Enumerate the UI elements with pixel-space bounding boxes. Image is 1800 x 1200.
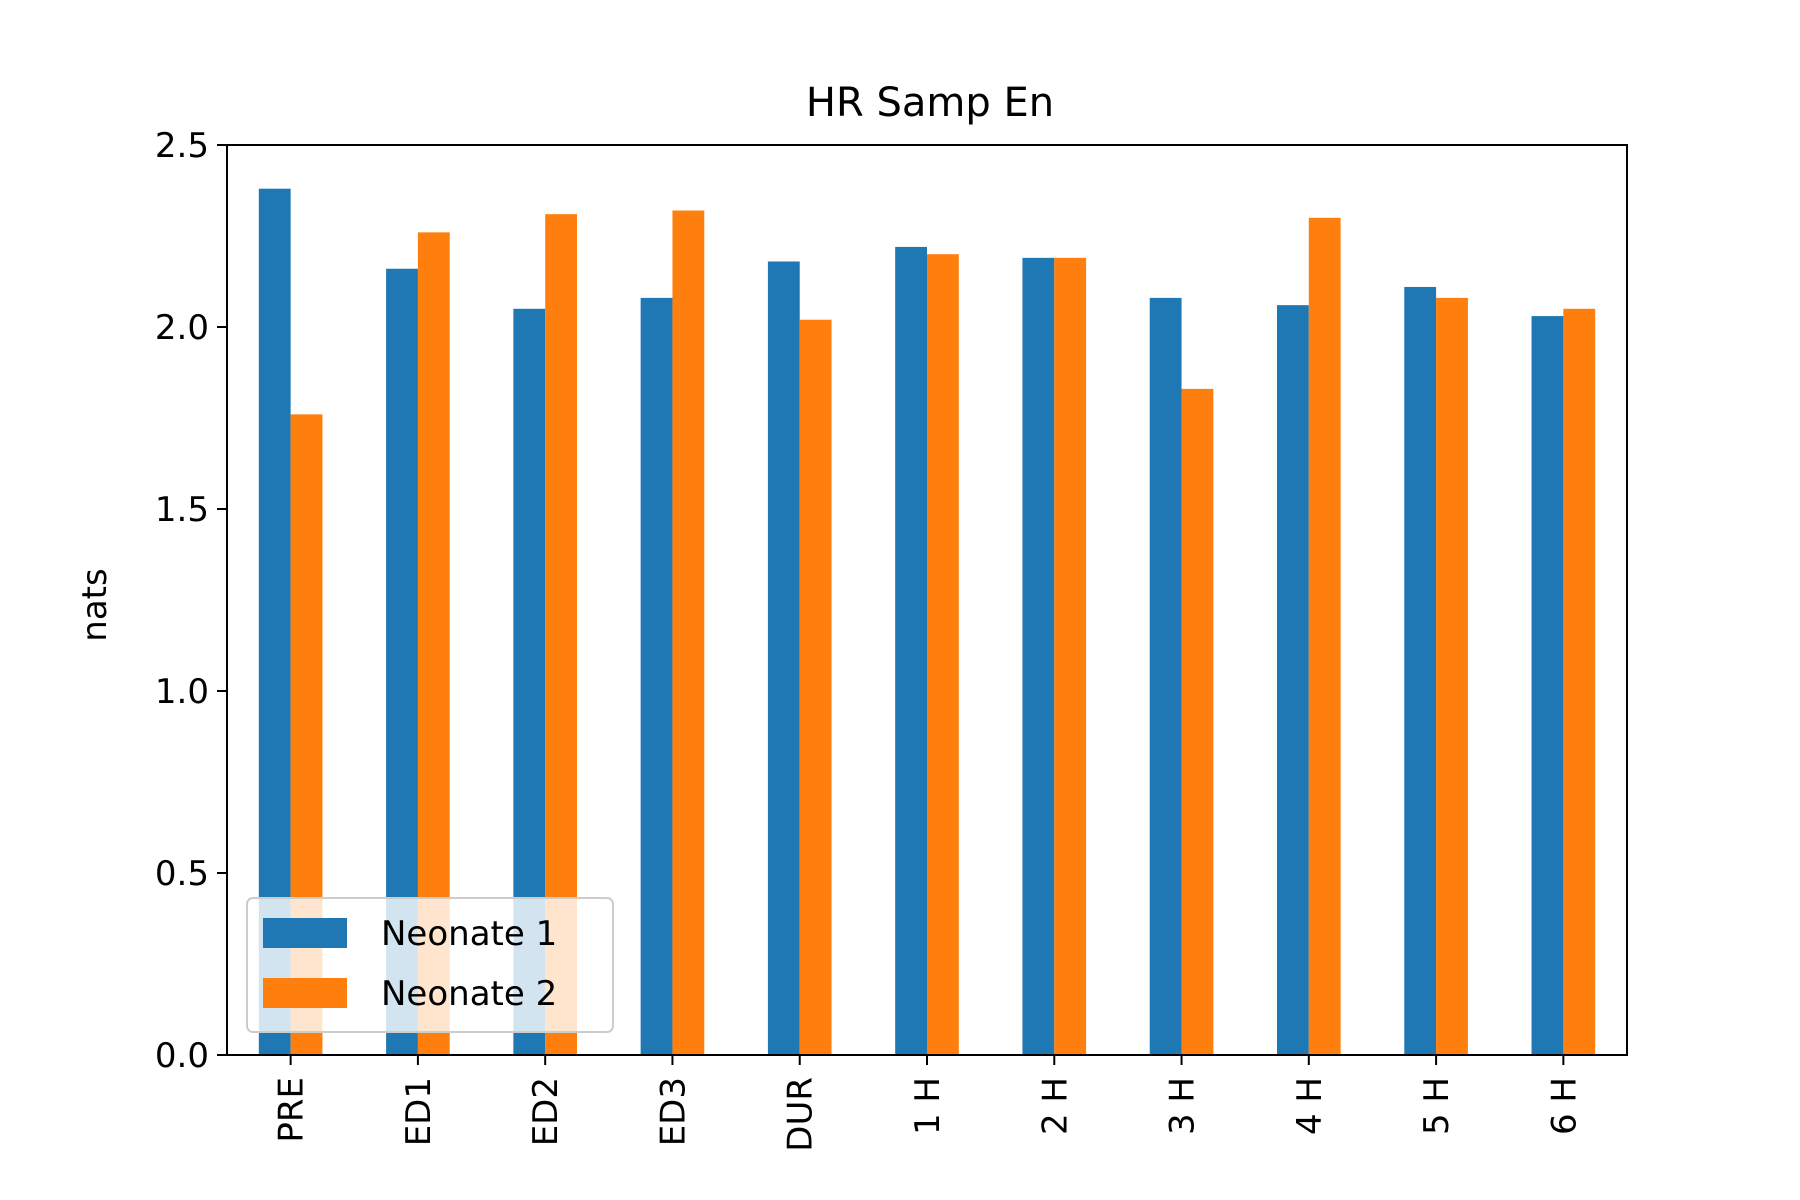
- y-tick-label: 1.0: [155, 672, 209, 712]
- x-axis: PRE ED1 ED2 ED3 DUR 1 H 2 H 3 H 4 H 5 H 6 H: [272, 1055, 1584, 1152]
- y-tick-label: 0.0: [155, 1036, 209, 1076]
- bar-neonate-2-dur: [799, 319, 832, 1056]
- y-tick-label: 1.5: [155, 490, 209, 530]
- x-tick-label-6-h: 6 H: [1544, 1077, 1584, 1135]
- bar-neonate-1-2-h: [1022, 257, 1055, 1056]
- x-tick-label-pre: PRE: [272, 1077, 312, 1143]
- x-tick-label-5-h: 5 H: [1417, 1077, 1457, 1135]
- bar-neonate-1-5-h: [1404, 286, 1437, 1056]
- x-tick-label-4-h: 4 H: [1290, 1077, 1330, 1135]
- y-tick-label: 2.5: [155, 126, 209, 166]
- legend: Neonate 1 Neonate 2: [246, 897, 614, 1033]
- x-tick-label-dur: DUR: [781, 1077, 821, 1152]
- chart-title: HR Samp En: [806, 80, 1054, 126]
- bar-neonate-1-4-h: [1277, 305, 1309, 1055]
- x-tick-label-ed2: ED2: [526, 1077, 566, 1146]
- x-tick-label-ed1: ED1: [399, 1077, 439, 1146]
- legend-label-neonate-1: Neonate 1: [381, 914, 557, 954]
- x-tick-label-3-h: 3 H: [1163, 1077, 1203, 1135]
- x-tick-label-2-h: 2 H: [1035, 1077, 1075, 1135]
- bar-neonate-2-2-h: [1054, 257, 1087, 1056]
- bar-neonate-2-6-h: [1563, 308, 1596, 1055]
- bar-neonate-2-1-h: [927, 254, 959, 1055]
- bar-neonate-2-5-h: [1436, 297, 1468, 1055]
- bar-neonate-2-4-h: [1308, 217, 1341, 1056]
- bar-neonate-1-ed3: [640, 297, 673, 1055]
- y-tick-label: 0.5: [155, 854, 209, 894]
- bar-neonate-1-1-h: [895, 246, 927, 1056]
- bar-neonate-2-ed3: [672, 210, 705, 1055]
- bar-neonate-2-3-h: [1181, 388, 1214, 1055]
- bar-neonate-1-6-h: [1531, 316, 1564, 1056]
- bar-neonate-1-3-h: [1149, 297, 1182, 1055]
- plot-frame: [226, 144, 1628, 1056]
- y-axis: 0.0 0.5 1.0 1.5 2.0 2.5: [155, 126, 227, 1076]
- y-axis-label: nats: [75, 568, 115, 641]
- legend-label-neonate-2: Neonate 2: [381, 974, 557, 1014]
- x-tick-label-1-h: 1 H: [908, 1077, 948, 1135]
- x-tick-label-ed3: ED3: [653, 1077, 693, 1146]
- bar-neonate-1-dur: [767, 261, 800, 1056]
- y-tick-label: 2.0: [155, 308, 209, 348]
- legend-swatch-neonate-2: [263, 978, 347, 1008]
- legend-swatch-neonate-1: [263, 918, 347, 948]
